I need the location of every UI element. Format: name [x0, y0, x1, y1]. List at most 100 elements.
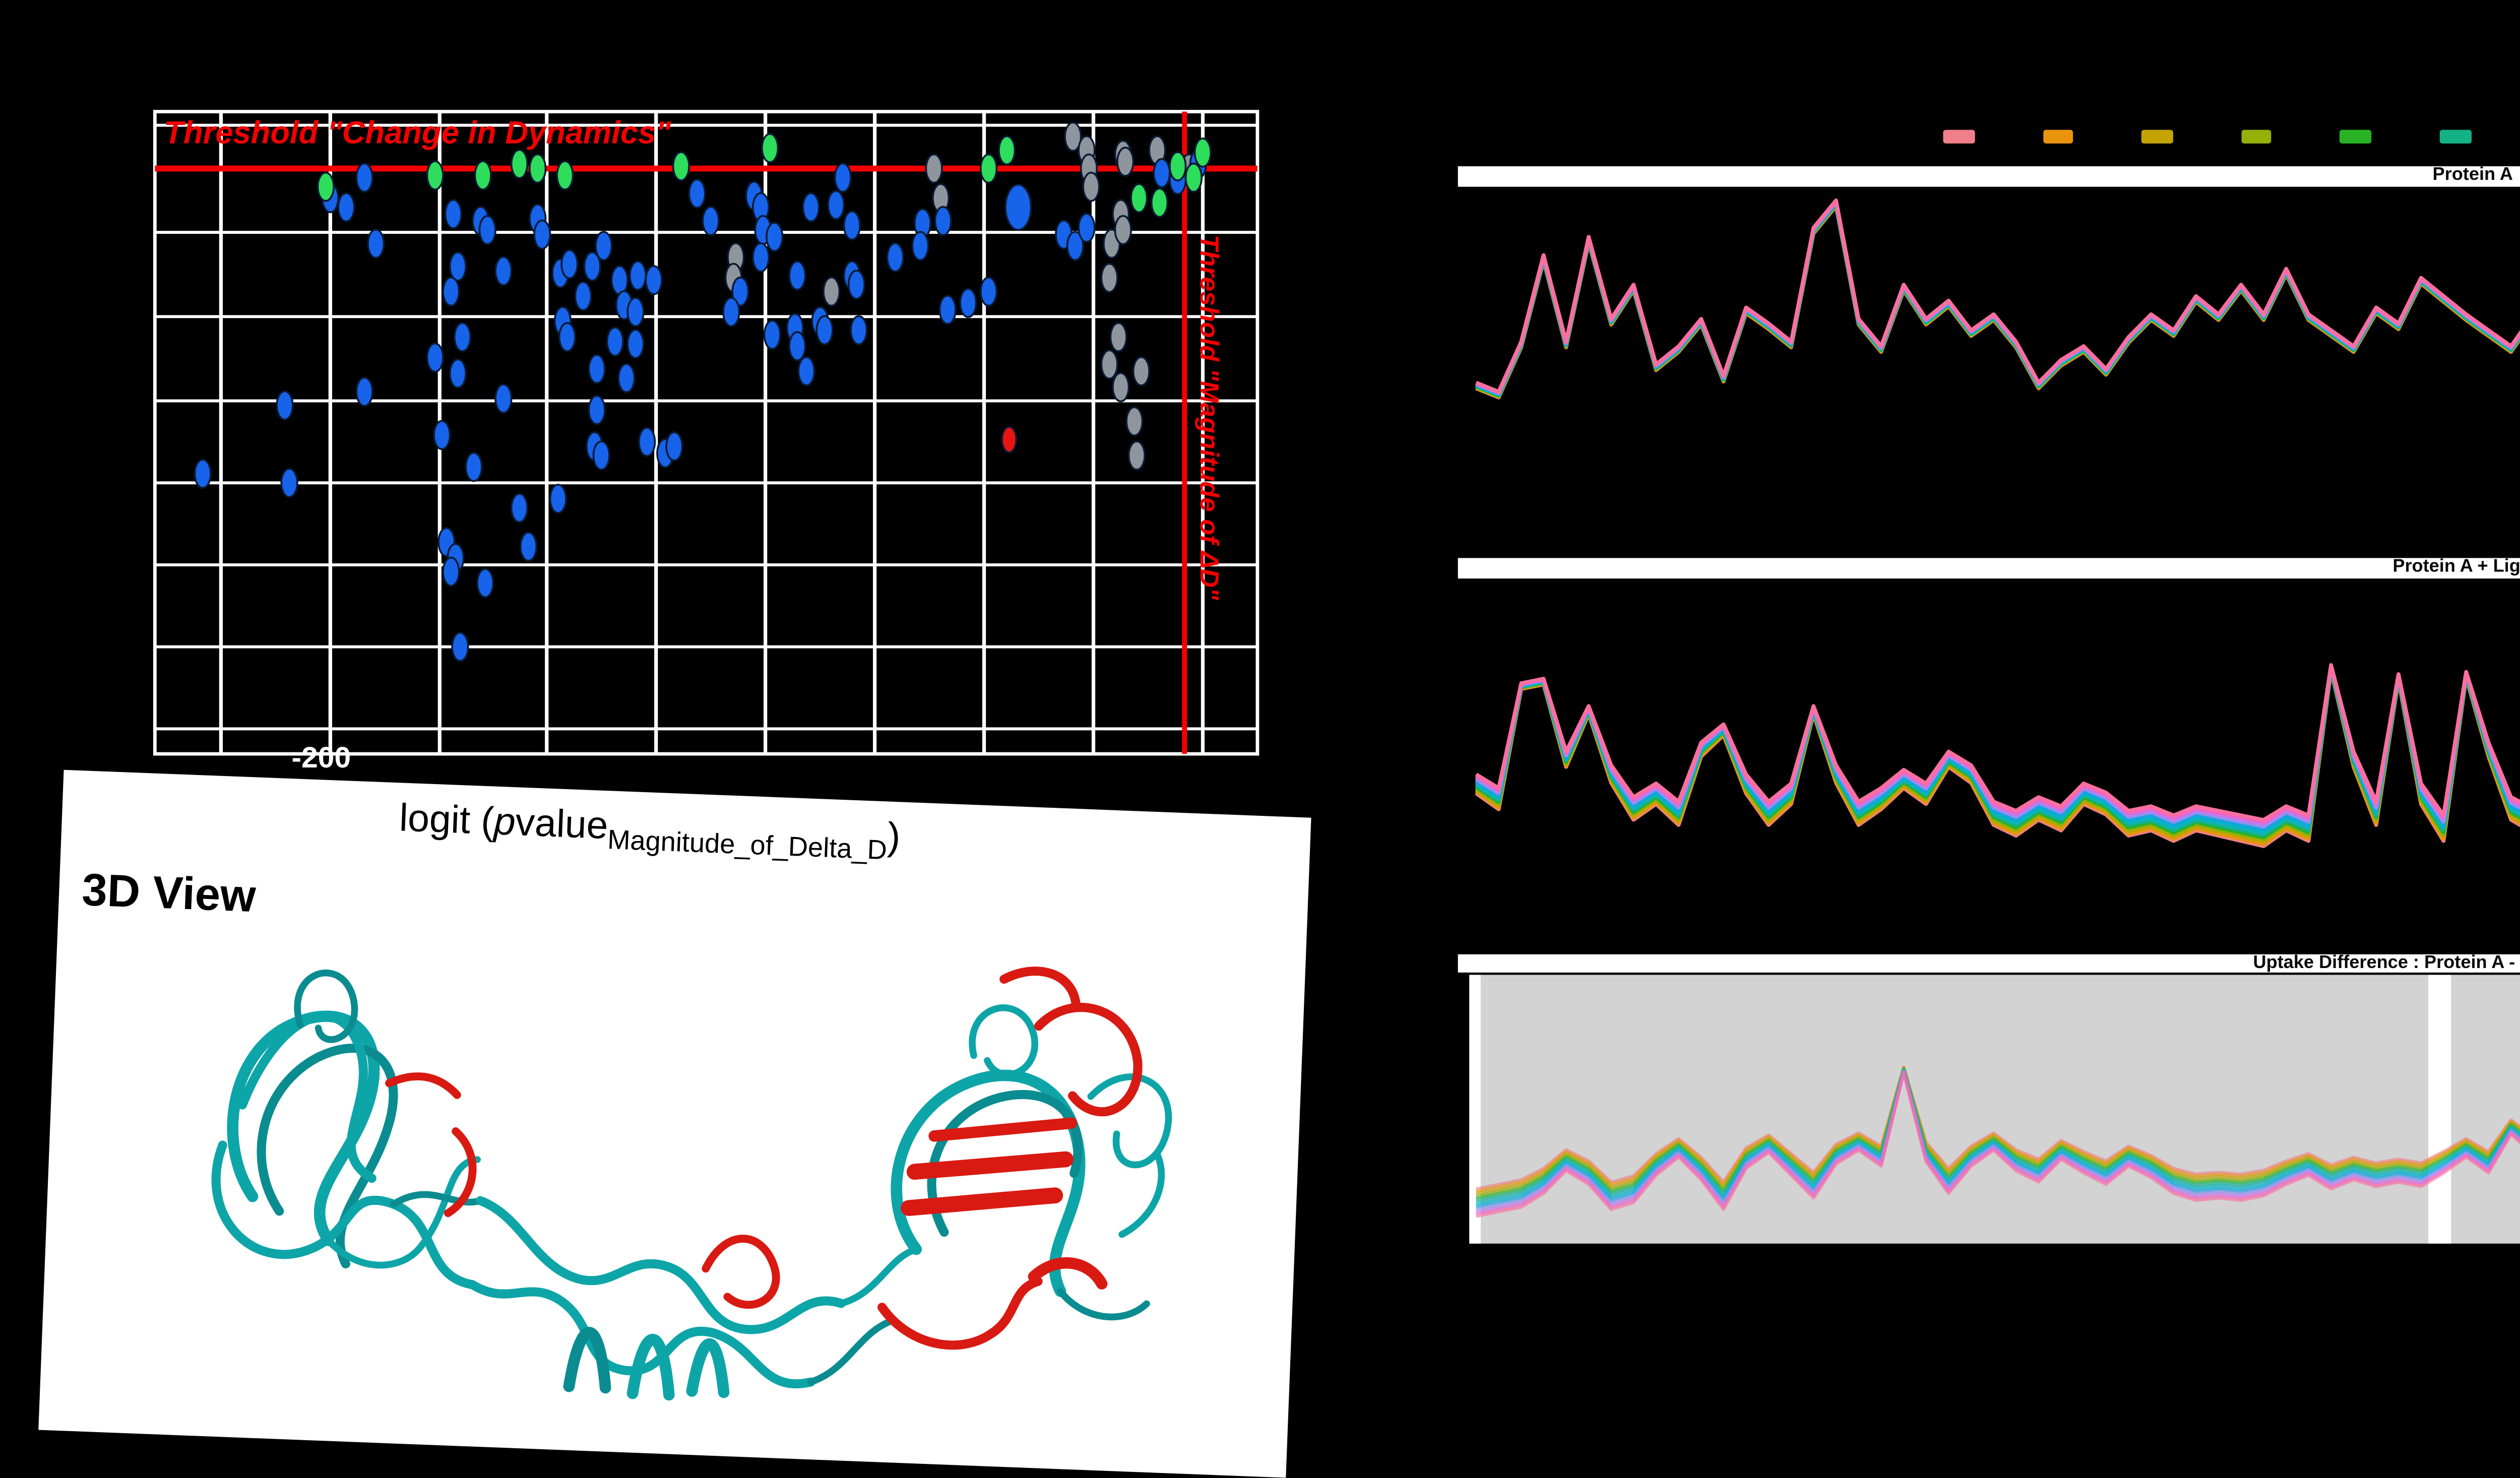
scatter-point-blue[interactable]	[574, 281, 592, 311]
legend-swatch-timepoint-5[interactable]	[2340, 130, 2371, 143]
scatter-point-blue[interactable]	[355, 162, 373, 193]
scatter-point-green[interactable]	[979, 153, 998, 184]
scatter-point-blue[interactable]	[702, 206, 720, 236]
scatter-point-blue[interactable]	[617, 363, 636, 394]
scatter-point-blue[interactable]	[766, 222, 784, 252]
scatter-point-gray[interactable]	[1112, 372, 1130, 403]
scatter-point-green[interactable]	[1193, 137, 1212, 168]
scatter-point-gray[interactable]	[1127, 440, 1146, 471]
scatter-point-gray[interactable]	[1132, 356, 1151, 387]
scatter-point-blue[interactable]	[979, 276, 998, 307]
scatter-point-blue[interactable]	[588, 354, 606, 384]
scatter-point-blue[interactable]	[453, 322, 472, 352]
uptake-line-charts-canvas[interactable]	[0, 0, 2520, 1369]
scatter-point-green[interactable]	[1184, 162, 1203, 193]
scatter-point-blue[interactable]	[788, 331, 806, 361]
scatter-point-blue[interactable]	[588, 395, 606, 425]
scatter-point-blue[interactable]	[638, 427, 656, 457]
legend-swatch-timepoint-4[interactable]	[2241, 130, 2272, 143]
scatter-point-green[interactable]	[529, 153, 547, 184]
scatter-point-green[interactable]	[474, 160, 492, 190]
legend-swatch-timepoint-3[interactable]	[2141, 130, 2173, 143]
scatter-point-blue[interactable]	[549, 484, 567, 514]
scatter-point-gray[interactable]	[925, 153, 943, 184]
scatter-point-blue[interactable]	[788, 261, 806, 291]
scatter-point-green[interactable]	[1169, 151, 1187, 181]
scatter-point-blue[interactable]	[583, 251, 601, 282]
scatter-point-blue[interactable]	[367, 228, 385, 259]
scatter-point-blue[interactable]	[465, 452, 483, 482]
scatter-point-green[interactable]	[998, 135, 1016, 166]
scatter-point-green[interactable]	[426, 160, 444, 190]
scatter-point-blue[interactable]	[763, 319, 781, 350]
scatter-point-green[interactable]	[1150, 187, 1169, 218]
legend-swatch-timepoint-1[interactable]	[1943, 130, 1974, 143]
scatter-point-blue[interactable]	[802, 192, 820, 223]
legend-swatch-timepoint-2[interactable]	[2042, 130, 2073, 143]
scatter-point-blue[interactable]	[280, 468, 298, 498]
scatter-point-blue[interactable]	[1153, 158, 1171, 188]
scatter-point-blue[interactable]	[1078, 213, 1096, 243]
scatter-point-gray[interactable]	[1125, 406, 1144, 436]
scatter-point-green[interactable]	[317, 171, 335, 202]
scatter-point-blue[interactable]	[722, 297, 740, 328]
scatter-point-blue[interactable]	[560, 249, 579, 280]
scatter-point-blue[interactable]	[797, 356, 815, 387]
scatter-point-blue[interactable]	[815, 315, 834, 346]
scatter-point-green[interactable]	[1130, 183, 1148, 214]
scatter-point-gray[interactable]	[1100, 263, 1118, 293]
scatter-point-blue[interactable]	[444, 199, 463, 229]
scatter-point-blue[interactable]	[442, 276, 460, 307]
scatter-point-blue[interactable]	[451, 631, 469, 662]
scatter-point-gray[interactable]	[1109, 322, 1127, 352]
scatter-point-gray[interactable]	[1114, 215, 1132, 245]
scatter-point-green[interactable]	[556, 160, 574, 190]
legend-swatch-timepoint-6[interactable]	[2439, 130, 2471, 143]
scatter-point-gray[interactable]	[1100, 349, 1118, 379]
scatter-point-blue[interactable]	[442, 556, 460, 587]
scatter-point-gray[interactable]	[1082, 171, 1100, 202]
scatter-point-blue[interactable]	[665, 431, 683, 462]
scatter-point-gray[interactable]	[1064, 121, 1082, 152]
scatter-point-blue[interactable]	[934, 206, 952, 236]
scatter-point-blue[interactable]	[938, 294, 957, 325]
protein-ribbon-3d-view[interactable]	[103, 923, 1272, 1449]
scatter-point-blue[interactable]	[595, 231, 613, 261]
scatter-point-blue[interactable]	[606, 327, 624, 357]
scatter-point-gray[interactable]	[1116, 147, 1135, 177]
scatter-point-blue[interactable]	[510, 493, 529, 523]
scatter-point-blue[interactable]	[751, 242, 770, 273]
scatter-point-blue[interactable]	[558, 322, 577, 352]
scatter-point-blue[interactable]	[1066, 231, 1084, 261]
scatter-point-blue[interactable]	[911, 231, 929, 261]
scatter-point-blue[interactable]	[433, 420, 451, 451]
scatter-point-blue[interactable]	[645, 265, 663, 295]
scatter-point-blue[interactable]	[731, 276, 749, 307]
scatter-point-blue[interactable]	[476, 568, 494, 598]
scatter-point-blue_large[interactable]	[1004, 183, 1032, 231]
scatter-point-blue[interactable]	[959, 288, 977, 318]
scatter-point-blue[interactable]	[337, 192, 355, 223]
scatter-point-red[interactable]	[1001, 426, 1018, 454]
scatter-point-blue[interactable]	[843, 210, 861, 241]
scatter-point-blue[interactable]	[449, 251, 467, 282]
scatter-point-blue[interactable]	[834, 162, 852, 193]
scatter-point-blue[interactable]	[886, 242, 904, 273]
scatter-point-blue[interactable]	[847, 270, 866, 300]
scatter-point-green[interactable]	[672, 151, 690, 181]
scatter-point-blue[interactable]	[688, 178, 706, 209]
scatter-point-blue[interactable]	[827, 189, 845, 220]
scatter-point-blue[interactable]	[426, 342, 444, 373]
scatter-point-blue[interactable]	[592, 440, 610, 471]
scatter-point-green[interactable]	[510, 149, 529, 179]
scatter-point-blue[interactable]	[355, 376, 373, 407]
scatter-point-blue[interactable]	[519, 531, 538, 562]
scatter-point-blue[interactable]	[850, 315, 868, 346]
scatter-point-blue[interactable]	[478, 215, 496, 245]
scatter-point-blue[interactable]	[494, 383, 513, 414]
scatter-point-blue[interactable]	[194, 459, 212, 489]
scatter-point-blue[interactable]	[533, 219, 551, 250]
scatter-point-blue[interactable]	[276, 390, 294, 421]
scatter-point-blue[interactable]	[626, 297, 645, 328]
scatter-point-gray[interactable]	[823, 276, 841, 307]
